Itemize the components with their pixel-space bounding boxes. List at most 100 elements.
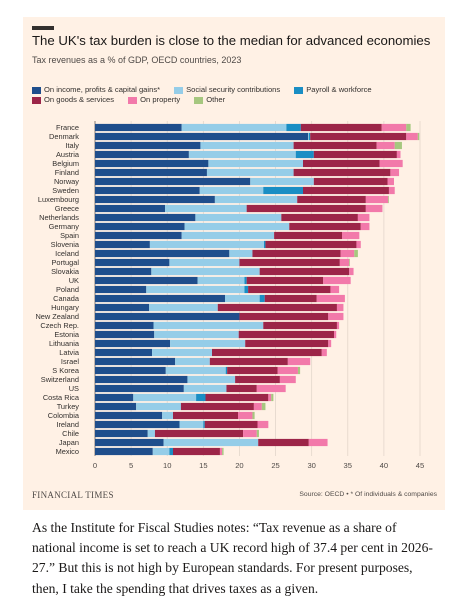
- bar-segment: [328, 312, 344, 321]
- bar-segment: [154, 429, 244, 438]
- category-label: Spain: [60, 231, 79, 240]
- bar-segment: [365, 204, 383, 213]
- bar-segment: [169, 447, 173, 456]
- bar-segment: [227, 366, 278, 375]
- legend-label: On property: [140, 95, 181, 104]
- bar-segment: [95, 357, 176, 366]
- bar-segment: [188, 150, 296, 159]
- bar-segment: [406, 123, 411, 132]
- category-label: Hungary: [51, 303, 79, 312]
- bar-segment: [293, 168, 391, 177]
- category-label: Colombia: [48, 411, 80, 420]
- bar-segment: [308, 132, 311, 141]
- bar-segment: [376, 141, 395, 150]
- bar-segment: [169, 258, 240, 267]
- x-tick-label: 25: [271, 461, 279, 470]
- bar-segment: [357, 213, 370, 222]
- bar-segment: [264, 294, 317, 303]
- legend-item: Social security contributions: [174, 85, 280, 95]
- legend-swatch: [32, 86, 41, 94]
- category-label: Switzerland: [41, 375, 79, 384]
- bar-segment: [95, 375, 188, 384]
- bar-segment: [417, 132, 420, 141]
- bar-segment: [95, 402, 137, 411]
- bar-segment: [277, 366, 298, 375]
- category-label: Italy: [65, 141, 79, 150]
- bar-segment: [149, 303, 218, 312]
- bar-segment: [95, 330, 155, 339]
- bar-segment: [334, 330, 337, 339]
- bar-segment: [381, 123, 407, 132]
- category-label: Austria: [56, 150, 80, 159]
- legend-swatch: [32, 96, 41, 104]
- category-label: Czech Rep.: [40, 321, 79, 330]
- legend-label: On income, profits & capital gains*: [44, 85, 161, 94]
- bar-segment: [165, 204, 247, 213]
- bar-segment: [225, 366, 228, 375]
- bar-segment: [313, 177, 388, 186]
- bar-segment: [328, 339, 332, 348]
- bar-segment: [238, 411, 253, 420]
- bar-segment: [180, 402, 254, 411]
- x-tick-label: 15: [199, 461, 207, 470]
- bar-segment: [379, 159, 403, 168]
- legend-item: On income, profits & capital gains*: [32, 85, 160, 95]
- bar-segment: [205, 393, 269, 402]
- legend-swatch: [194, 96, 204, 104]
- bar-chart: 0 5 10 15 20 25 30 35 40 45 FranceDenmarkItalyAust…: [35, 121, 424, 470]
- category-label: Iceland: [55, 249, 79, 258]
- category-label: Poland: [56, 285, 79, 294]
- x-tick-label: 35: [344, 461, 352, 470]
- bar-segment: [219, 447, 223, 456]
- category-label: Slovakia: [51, 267, 80, 276]
- bar-segment: [289, 222, 361, 231]
- bar-segment: [256, 429, 259, 438]
- title-rule: [32, 26, 54, 30]
- bar-segment: [279, 375, 296, 384]
- bar-segment: [339, 258, 350, 267]
- x-tick-label: 40: [380, 461, 388, 470]
- category-label: Sweden: [52, 186, 79, 195]
- bar-segment: [95, 321, 154, 330]
- category-label: Netherlands: [39, 213, 79, 222]
- bar-segment: [308, 132, 309, 141]
- legend-label: Social security contributions: [186, 85, 281, 94]
- bar-segment: [153, 321, 264, 330]
- bar-segment: [248, 285, 331, 294]
- bar-segment: [95, 447, 153, 456]
- bar-segment: [206, 168, 294, 177]
- chart-title: The UK's tax burden is close to the medi…: [32, 33, 431, 48]
- source-note: Source: OECD • * Of individuals & compan…: [299, 491, 437, 498]
- bar-segment: [257, 420, 269, 429]
- bar-segment: [95, 132, 309, 141]
- bar-segment: [151, 267, 260, 276]
- legend-item: Payroll & workforce: [294, 85, 372, 95]
- bar-segment: [175, 357, 210, 366]
- x-tick-label: 30: [307, 461, 315, 470]
- legend-swatch: [174, 86, 184, 94]
- bar-segment: [274, 231, 342, 240]
- category-label: Lithuania: [49, 339, 80, 348]
- bar-segment: [244, 285, 249, 294]
- bar-segment: [195, 213, 282, 222]
- bar-segment: [95, 240, 150, 249]
- bar-segment: [349, 258, 350, 267]
- category-label: Germany: [49, 222, 80, 231]
- legend-item: Other: [194, 95, 225, 105]
- category-label: Latvia: [59, 348, 80, 357]
- bar-segment: [95, 186, 200, 195]
- bar-segment: [340, 249, 355, 258]
- bar-segment: [293, 141, 377, 150]
- bar-segment: [209, 357, 288, 366]
- bar-segment: [323, 276, 351, 285]
- bar-segment: [235, 375, 280, 384]
- bar-segment: [197, 276, 245, 285]
- bar-segment: [244, 276, 247, 285]
- category-label: Luxembourg: [38, 195, 79, 204]
- bar-segment: [388, 186, 395, 195]
- bar-segment: [95, 348, 153, 357]
- bar-segment: [95, 420, 180, 429]
- category-label: Denmark: [49, 132, 79, 141]
- bar-segment: [149, 240, 264, 249]
- bar-segment: [133, 393, 197, 402]
